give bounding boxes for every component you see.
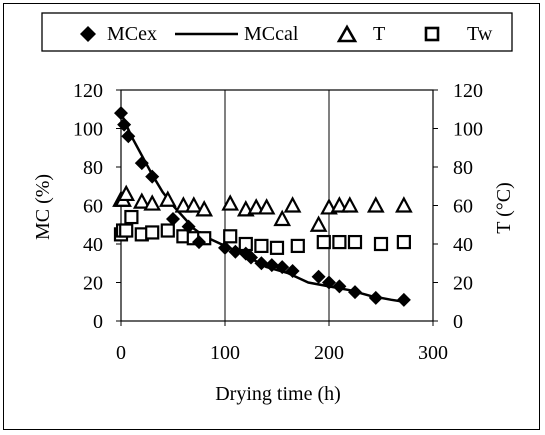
point-t <box>174 196 193 213</box>
point-mcex <box>348 285 362 300</box>
legend-marker-t <box>336 24 358 43</box>
point-mcex <box>244 250 258 265</box>
point-mcex <box>285 263 300 278</box>
point-t <box>283 196 302 213</box>
legend-label-mcex: MCex <box>107 23 157 45</box>
point-mcex <box>332 279 347 294</box>
point-t <box>273 209 292 227</box>
left-axis-title: MC (%) <box>32 174 54 240</box>
legend-marker-mcex <box>80 26 96 42</box>
point-mcex <box>134 156 149 171</box>
point-tw <box>160 223 175 238</box>
point-t <box>184 196 203 213</box>
right-tick-label: 20 <box>453 273 473 295</box>
point-mcex <box>275 260 290 275</box>
point-mcex <box>121 129 136 144</box>
legend-label-tw: Tw <box>467 23 493 45</box>
left-tick-label: 40 <box>83 234 103 256</box>
point-t <box>221 194 240 211</box>
legend-label-t: T <box>373 23 385 45</box>
point-tw <box>119 223 134 238</box>
point-mcex <box>254 256 269 271</box>
series-layer <box>112 106 413 307</box>
point-mcex <box>311 269 326 284</box>
point-mcex <box>396 292 411 307</box>
point-mcex <box>228 244 243 259</box>
right-tick-label: 0 <box>453 311 463 333</box>
point-t <box>330 196 349 213</box>
series-t <box>112 184 413 232</box>
point-t <box>340 196 359 213</box>
series-mcex <box>114 106 411 307</box>
legend: MCex MCcal T Tw <box>41 12 513 52</box>
point-t <box>257 198 276 215</box>
point-mcex <box>264 258 279 273</box>
left-axis-ticks: 0 20 40 60 80 100 120 <box>73 80 121 333</box>
x-axis-ticks: 0 100 200 300 <box>116 321 448 364</box>
point-mcex <box>192 235 206 250</box>
point-tw <box>269 240 285 255</box>
point-tw <box>124 209 139 225</box>
point-t <box>158 190 177 207</box>
right-axis-title: T (°C) <box>493 182 515 234</box>
point-mcex <box>181 219 196 234</box>
left-tick-label: 60 <box>83 196 103 218</box>
left-tick-label: 0 <box>93 311 103 333</box>
grid-lines <box>224 90 330 321</box>
legend-marker-tw <box>424 26 440 42</box>
right-tick-label: 60 <box>453 196 473 218</box>
x-tick-label: 0 <box>116 342 126 364</box>
figure-frame <box>3 3 540 430</box>
point-tw <box>254 238 269 254</box>
point-t <box>366 196 385 213</box>
point-mcex <box>166 211 180 226</box>
point-mcex <box>114 106 128 121</box>
right-tick-label: 80 <box>453 157 473 179</box>
point-t <box>247 198 266 215</box>
point-tw <box>373 236 389 252</box>
point-t <box>117 184 136 202</box>
point-t <box>195 200 214 217</box>
right-tick-label: 40 <box>453 234 473 256</box>
left-tick-label: 80 <box>83 157 103 179</box>
x-tick-label: 200 <box>314 342 344 364</box>
right-tick-label: 100 <box>453 119 483 141</box>
legend-label-mccal: MCcal <box>244 23 299 45</box>
point-tw <box>290 238 305 254</box>
right-tick-label: 120 <box>453 80 483 102</box>
point-mcex <box>322 275 336 290</box>
point-t <box>309 215 328 232</box>
point-tw <box>223 229 238 244</box>
point-t <box>395 196 413 213</box>
left-tick-label: 100 <box>73 119 103 141</box>
x-axis-title: Drying time (h) <box>215 383 341 405</box>
point-tw <box>332 234 347 250</box>
point-tw <box>316 234 331 250</box>
x-tick-label: 100 <box>210 342 240 364</box>
point-t <box>132 192 151 209</box>
series-tw <box>113 209 411 255</box>
left-tick-label: 20 <box>83 273 103 295</box>
point-mcex <box>145 169 160 184</box>
point-mcex <box>218 240 232 255</box>
point-tw <box>396 234 411 250</box>
point-tw <box>347 234 363 250</box>
left-tick-label: 120 <box>73 80 103 102</box>
point-t <box>143 194 162 211</box>
point-tw <box>145 225 160 240</box>
x-tick-label: 300 <box>418 342 448 364</box>
point-mcex <box>117 117 132 132</box>
point-mcex <box>368 290 383 305</box>
right-axis-ticks: 0 20 40 60 80 100 120 <box>433 80 483 333</box>
